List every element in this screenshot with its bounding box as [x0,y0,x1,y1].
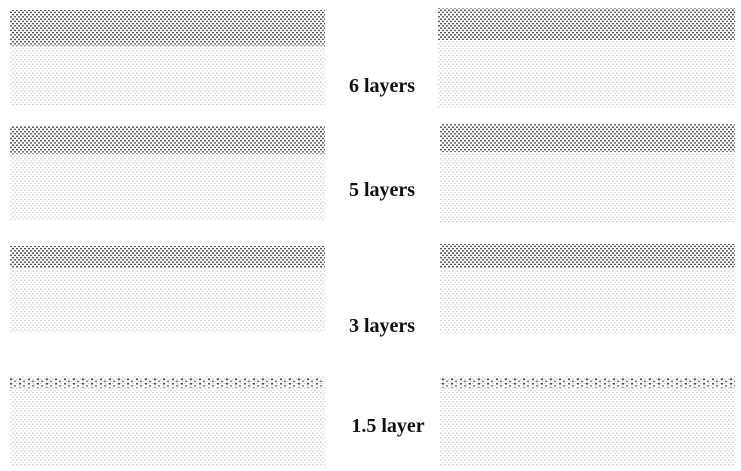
panel-row: 5 layers [10,124,735,222]
panel-label: 3 layers [349,315,415,337]
dense-band [10,10,325,46]
dense-band [10,126,325,154]
dense-band [10,246,325,268]
panel-label: 6 layers [349,75,415,97]
panel-label: 1.5 layer [351,415,424,437]
panel-row: 6 layers [10,8,735,108]
sparse-band [10,378,325,388]
snapshot-right [440,376,735,466]
dense-band [438,8,735,40]
figure: 6 layers 5 layers 3 layers 1.5 layer [0,0,741,471]
panel-row: 3 layers [10,244,735,337]
snapshot-left [10,376,325,466]
panel-row: 1.5 layer [10,376,735,466]
dense-band [440,124,735,152]
sparse-band [440,378,735,388]
dense-band [440,244,735,268]
panel-label: 5 layers [349,179,415,201]
